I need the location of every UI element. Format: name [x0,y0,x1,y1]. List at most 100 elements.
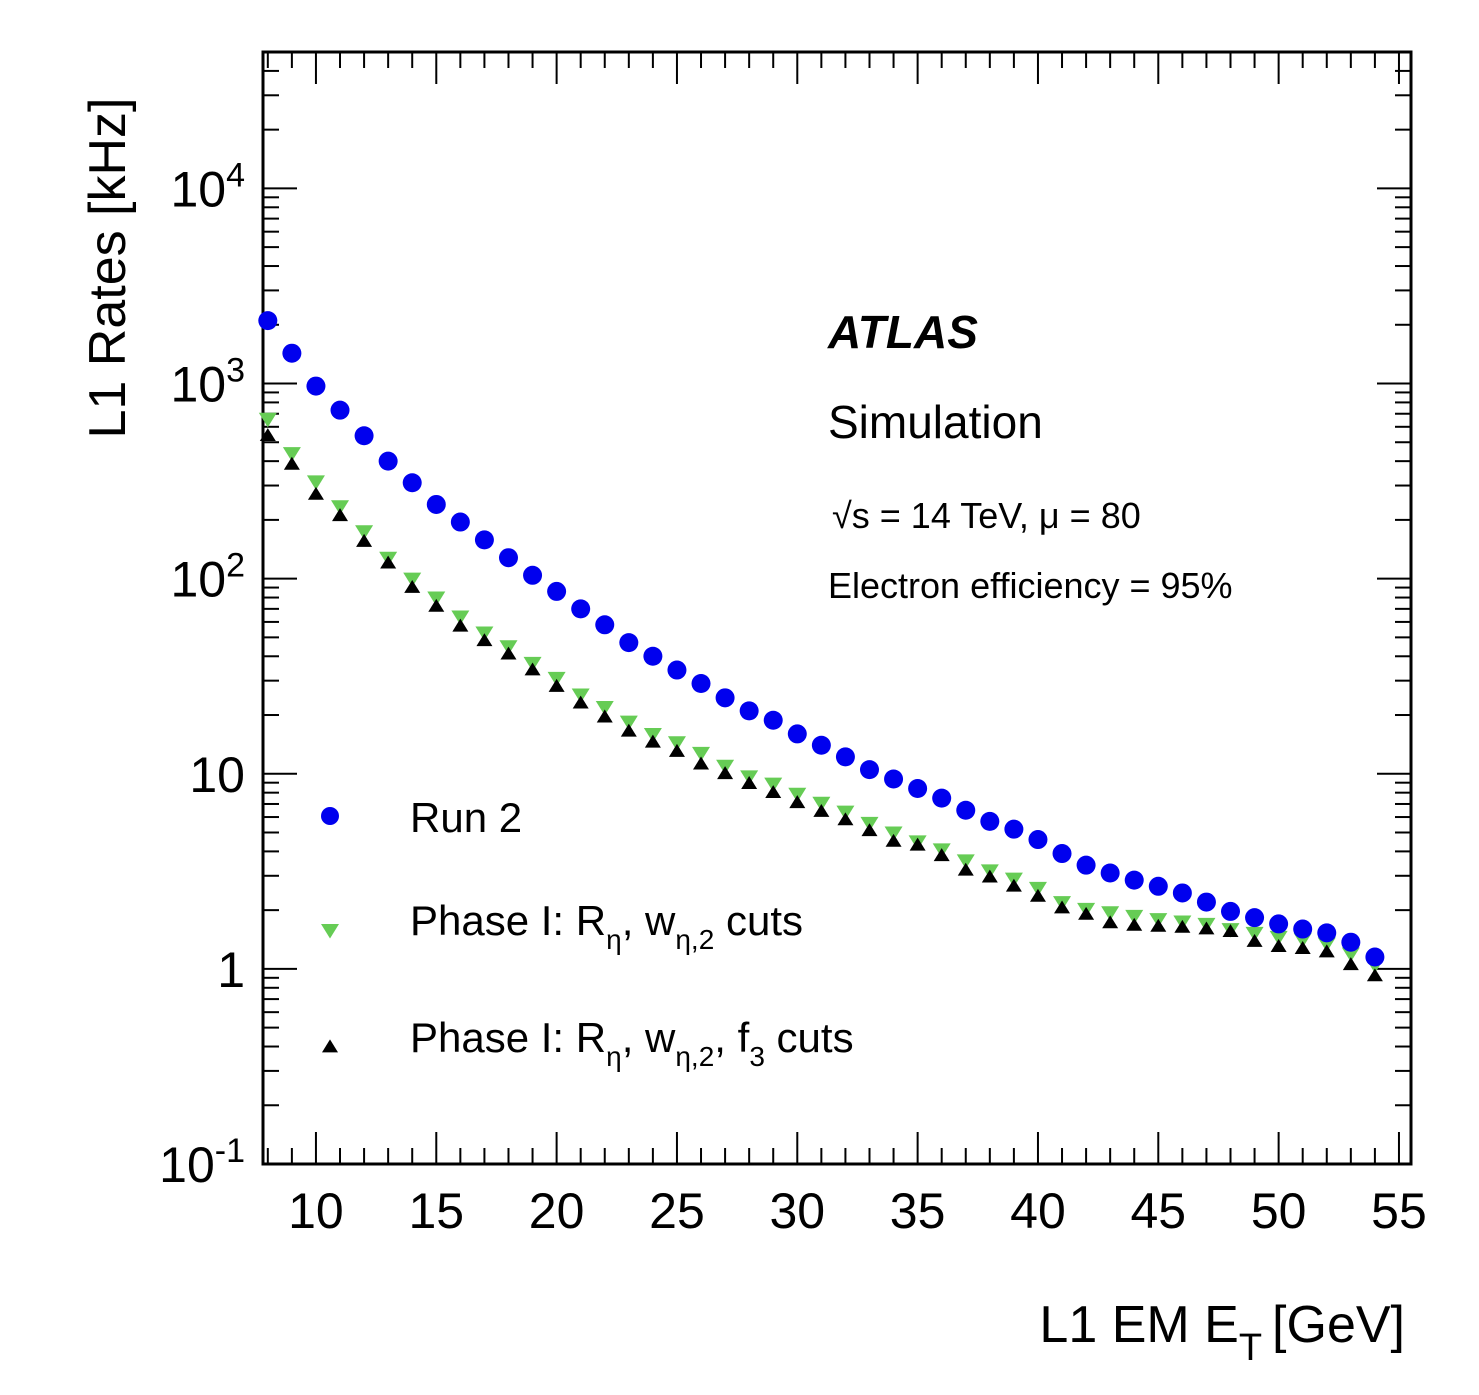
point-phase1-rwf [861,823,878,837]
point-phase1-rw [619,715,638,731]
point-phase1-rwf [933,848,950,862]
point-run2 [450,512,470,532]
point-phase1-rwf [404,579,421,593]
efficiency-label: Electron efficiency = 95% [828,565,1233,606]
point-phase1-rwf [909,837,926,851]
y-tick-label: 10-1 [159,1132,245,1193]
point-phase1-rwf [1342,957,1359,971]
legend-marker-phase1-rwf [322,1039,338,1053]
point-phase1-rw [451,610,470,625]
x-tick-label: 45 [1130,1183,1186,1239]
point-run2 [859,760,879,780]
point-phase1-rwf [428,598,445,612]
x-tick-label: 20 [529,1183,585,1239]
point-phase1-rwf [307,486,324,500]
point-run2 [1293,919,1313,939]
point-run2 [763,710,783,730]
point-phase1-rw [331,500,350,515]
x-axis-title: L1 EM ET [GeV] [1039,1296,1405,1369]
point-phase1-rw [258,412,277,428]
point-run2 [1317,923,1337,943]
x-tick-label: 55 [1371,1183,1427,1239]
legend-marker-run2 [321,807,339,825]
legend2-sub-eta2: η,2 [675,1041,714,1072]
point-run2 [595,615,615,635]
point-phase1-rwf [1294,941,1311,954]
point-run2 [330,400,350,420]
x-tick-label: 25 [649,1183,705,1239]
point-run2 [1124,870,1144,890]
point-run2 [571,599,591,619]
point-phase1-rwf [981,869,998,883]
point-phase1-rwf [789,795,806,809]
x-axis-title-sub: T [1239,1327,1262,1369]
point-run2 [1341,932,1361,952]
point-run2 [474,530,494,550]
legend2-prefix: Phase I: R [410,1014,606,1061]
legend1-mid: , w [622,897,676,944]
data-points [258,311,1385,982]
point-phase1-rwf [1246,933,1263,947]
point-run2 [523,565,543,585]
point-run2 [1269,914,1289,934]
x-tick-label: 30 [769,1183,825,1239]
y-tick-label: 1 [217,942,245,998]
point-run2 [1196,892,1216,912]
point-run2 [667,660,687,680]
point-phase1-rwf [1029,888,1046,902]
point-phase1-rwf [1366,968,1383,982]
point-run2 [884,769,904,789]
energy-label: √s = 14 TeV, μ = 80 [832,495,1141,536]
legend-entry-run2: Run 2 [410,794,522,841]
point-phase1-rwf [1150,918,1167,932]
point-phase1-rwf [1054,900,1071,914]
point-phase1-rwf [741,776,758,789]
point-phase1-rwf [500,646,517,660]
point-run2 [282,343,302,363]
point-phase1-rwf [1174,919,1191,933]
point-phase1-rwf [765,785,782,798]
y-tick-label: 102 [170,547,245,608]
point-phase1-rw [427,591,446,607]
x-tick-label: 40 [1010,1183,1066,1239]
point-run2 [932,788,952,808]
y-tick-label-base: 10 [170,161,226,217]
x-axis-title-main: L1 EM E [1039,1296,1238,1354]
point-run2 [739,701,759,721]
point-run2 [258,311,278,331]
sqrt-s: √s [832,495,870,536]
point-phase1-rw [1125,909,1144,925]
x-tick-label: 35 [890,1183,946,1239]
point-run2 [1172,883,1192,903]
y-tick-label-exp: 4 [226,156,245,194]
point-run2 [1365,947,1385,967]
point-phase1-rwf [356,533,373,547]
point-phase1-rwf [837,812,854,826]
point-run2 [956,800,976,820]
legend-entry-phase1-rw: Phase I: Rη, wη,2 cuts [410,897,803,955]
point-phase1-rw [1269,930,1288,946]
point-run2 [426,494,446,514]
axis-ticks [263,51,1411,1165]
point-run2 [1004,819,1024,839]
point-run2 [787,724,807,744]
energy-value: = 14 TeV, [870,495,1029,536]
point-phase1-rwf [885,833,902,847]
legend2-sub-eta: η [606,1041,622,1072]
point-run2 [980,811,1000,831]
y-tick-label-base: 10 [170,552,226,608]
legend1-prefix: Phase I: R [410,897,606,944]
legend-entry-phase1-rwf: Phase I: Rη, wη,2, f3 cuts [410,1014,854,1072]
legend: Run 2 Phase I: Rη, wη,2 cuts Phase I: Rη… [321,794,854,1072]
point-phase1-rw [667,736,686,751]
point-phase1-rwf [1102,915,1119,929]
y-tick-label: 103 [170,352,245,413]
point-phase1-rwf [1005,878,1022,892]
point-run2 [1100,863,1120,883]
point-phase1-rw [403,572,422,588]
y-tick-label-exp: 2 [226,547,245,585]
point-phase1-rwf [957,862,974,876]
point-run2 [1052,844,1072,864]
point-phase1-rw [956,854,975,869]
